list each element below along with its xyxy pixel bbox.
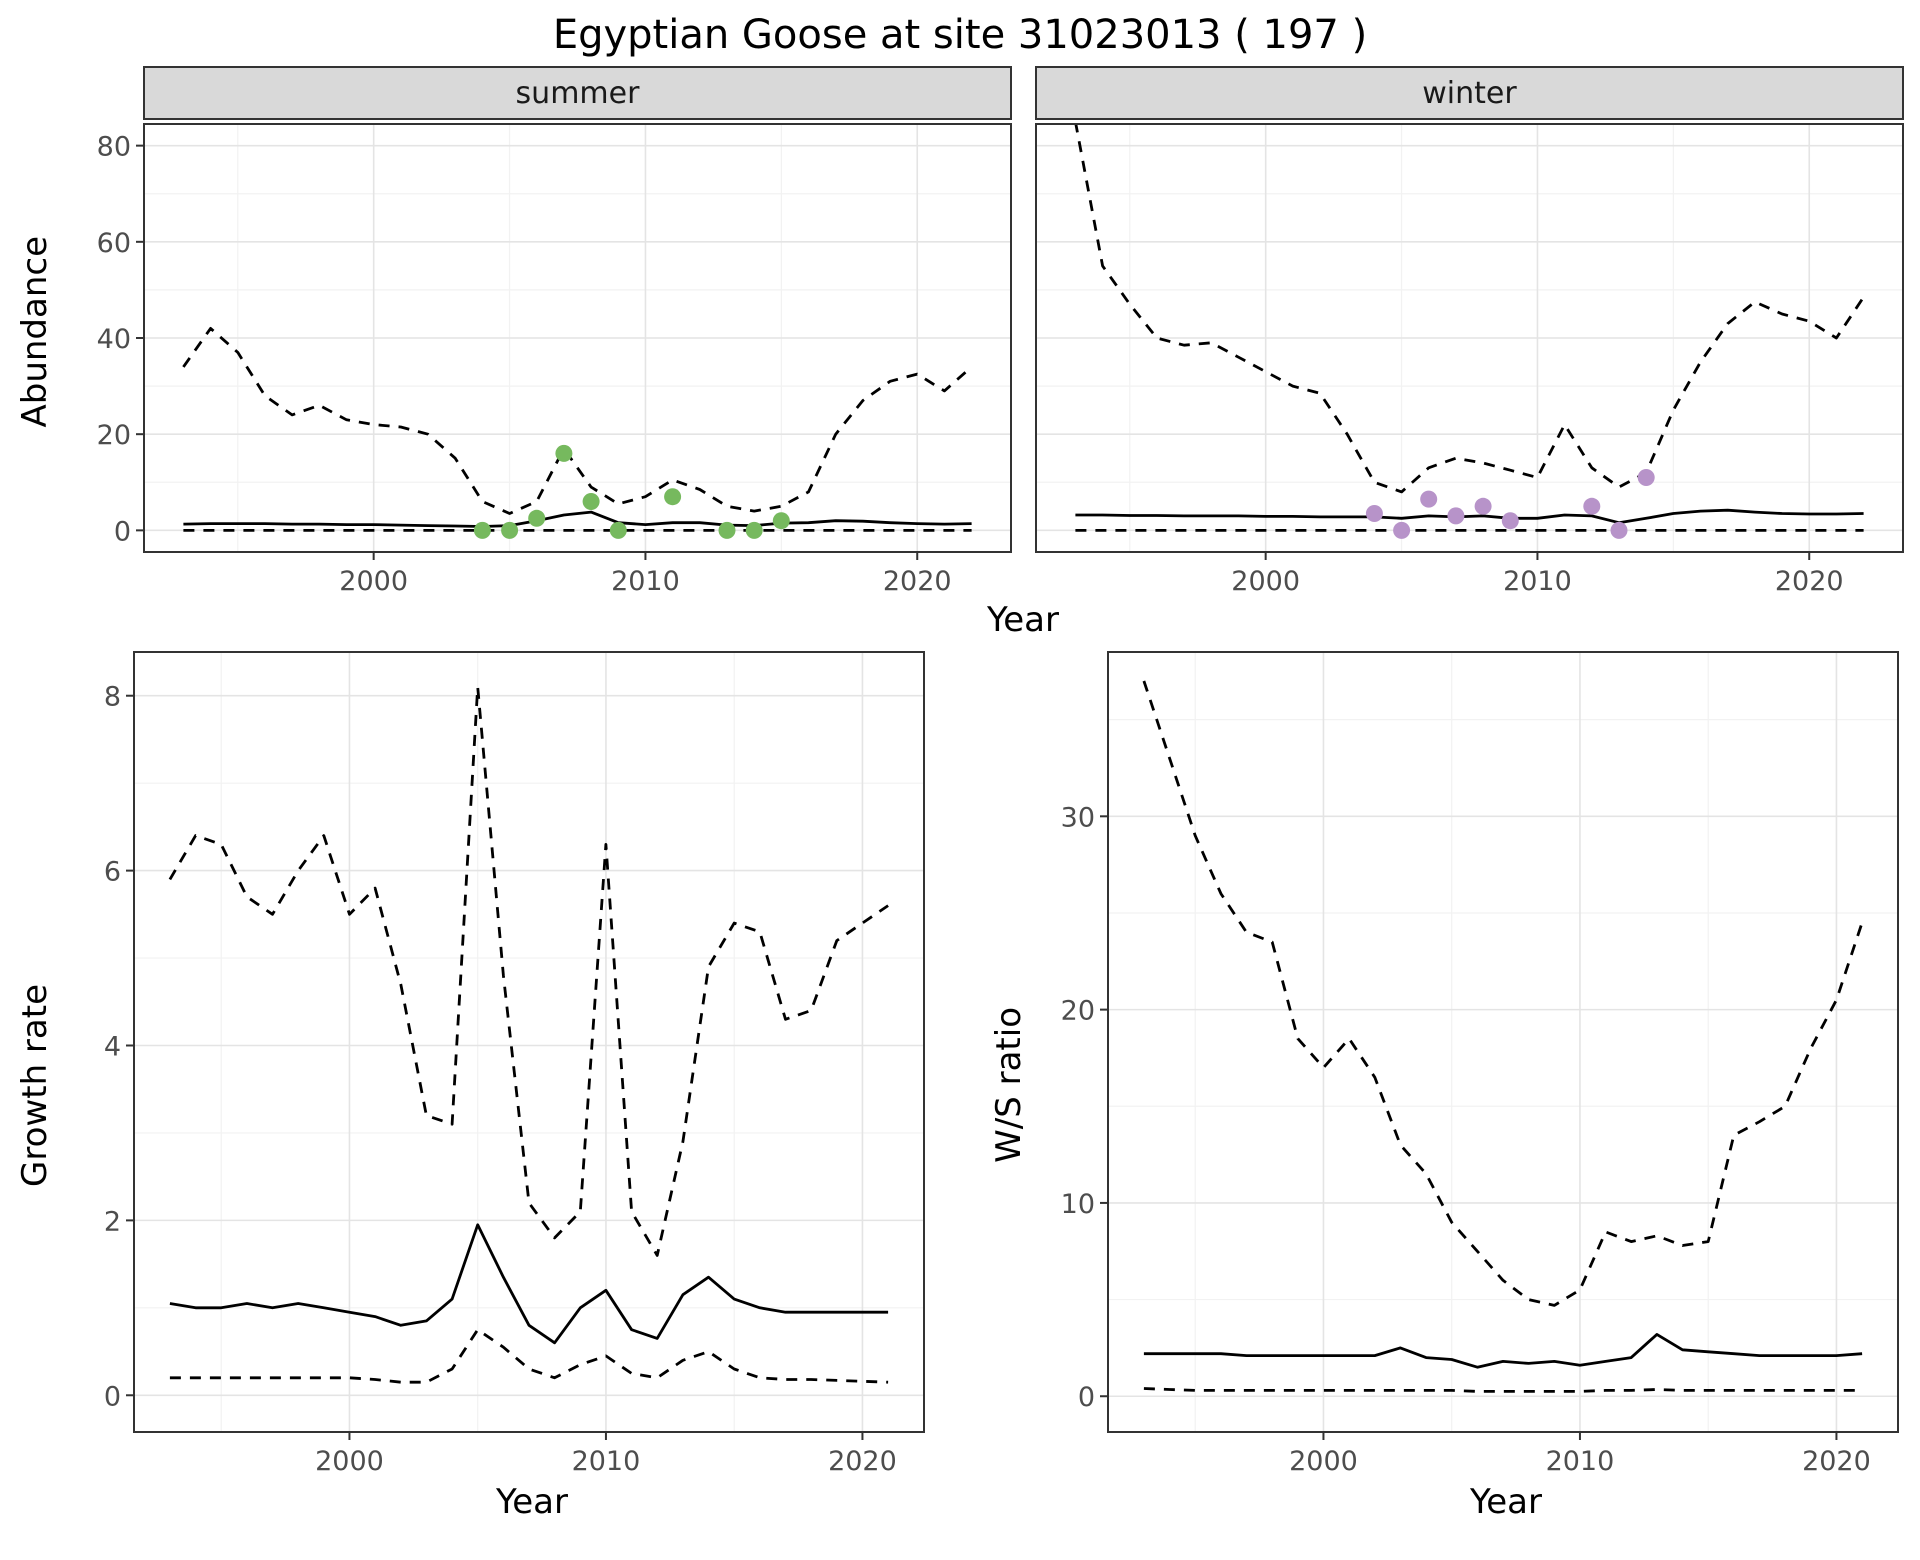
ws-ratio-median-line	[1143, 1333, 1863, 1369]
chart-abundance-summer: 2000 2010 2020 0 20 40 60 80	[97, 123, 1012, 597]
abundance-summer-observation-point	[609, 521, 627, 539]
ws-ratio-panel-column: 2000 2010 2020 0 10 20 30 Year	[1038, 648, 1904, 1522]
abundance-summer-observation-point	[473, 521, 491, 539]
panel-border	[133, 651, 925, 1433]
abundance-y-axis-title-area: Abundance	[6, 66, 64, 598]
y-tick-label: 0	[104, 1381, 121, 1412]
x-tick-label: 2010	[572, 1446, 641, 1477]
abundance-winter-observation-point	[1583, 497, 1601, 515]
abundance-summer-upper_ci-line	[182, 327, 973, 515]
abundance-row: Abundance summer 2000 2010 2020 0 20 40 60 80 w…	[6, 66, 1914, 598]
panel-border	[1035, 123, 1904, 553]
series-group	[1074, 124, 1865, 539]
x-tick-label: 2000	[339, 566, 408, 597]
x-tick-label: 2000	[315, 1446, 384, 1477]
abundance-summer-observation-point	[582, 493, 600, 510]
facet-strip-winter-label: winter	[1422, 75, 1517, 111]
abundance-summer-observation-point	[664, 488, 682, 506]
panel-border	[1107, 651, 1899, 1433]
abundance-winter-observation-point	[1420, 490, 1438, 508]
figure-title: Egyptian Goose at site 31023013 ( 197 )	[552, 12, 1368, 58]
x-tick-label: 2020	[828, 1446, 897, 1477]
y-tick-label: 60	[97, 228, 131, 259]
y-tick-label: 6	[104, 857, 121, 888]
growth-rate-panel-column: 2000 2010 2020 0 2 4 6 8 Year	[64, 648, 930, 1522]
series-group	[1142, 680, 1864, 1393]
x-tick-label: 2000	[1231, 566, 1300, 597]
y-tick-label: 0	[1078, 1382, 1095, 1413]
growth-rate-y-axis-title: Growth rate	[15, 983, 55, 1187]
facet-summer: summer 2000 2010 2020 0 20 40 60 80	[64, 66, 1016, 598]
x-tick-label: 2010	[1503, 566, 1572, 597]
y-tick-label: 20	[1061, 996, 1095, 1027]
abundance-summer-observation-point	[528, 509, 546, 527]
growth-rate-lower_ci-line	[169, 1328, 889, 1384]
growth-rate-upper_ci-line	[168, 685, 889, 1257]
x-tick-label: 2020	[1775, 566, 1844, 597]
y-tick-label: 40	[97, 324, 131, 355]
abundance-winter-observation-point	[1365, 505, 1383, 522]
y-tick-label: 2	[104, 1206, 121, 1237]
facet-strip-winter: winter	[1035, 66, 1904, 120]
bottom-row: Growth rate 2000 2010 2020 0 2 4 6 8 Year W/S r…	[6, 648, 1914, 1522]
y-tick-label: 8	[104, 682, 121, 713]
abundance-winter-observation-point	[1610, 521, 1628, 539]
abundance-summer-observation-point	[718, 521, 736, 539]
abundance-y-axis-title: Abundance	[15, 236, 55, 428]
abundance-summer-median-line	[183, 510, 972, 528]
x-tick-label: 2020	[1802, 1446, 1871, 1477]
abundance-summer-observation-point	[745, 521, 763, 539]
y-tick-label: 80	[97, 132, 131, 163]
y-tick-label: 20	[97, 420, 131, 451]
chart-ws-ratio: 2000 2010 2020 0 10 20 30	[1061, 651, 1899, 1477]
facet-strip-summer-label: summer	[515, 75, 640, 111]
facet-winter: winter 2000 2010 2020	[1034, 66, 1909, 598]
abundance-winter-observation-point	[1447, 507, 1465, 525]
chart-growth-rate: 2000 2010 2020 0 2 4 6 8	[104, 651, 925, 1477]
abundance-winter-upper_ci-line	[1074, 124, 1865, 494]
ws-ratio-y-axis-title-area: W/S ratio	[980, 648, 1038, 1522]
abundance-winter-observation-point	[1393, 521, 1411, 539]
panel-background	[1108, 652, 1898, 1432]
x-tick-label: 2010	[1546, 1446, 1615, 1477]
abundance-winter-median-line	[1075, 508, 1864, 525]
growth-rate-x-axis-title: Year	[496, 1482, 568, 1522]
ws-ratio-upper_ci-line	[1142, 680, 1864, 1307]
x-tick-label: 2010	[611, 566, 680, 597]
y-tick-label: 0	[114, 516, 131, 547]
series-group	[182, 327, 973, 539]
abundance-winter-observation-point	[1474, 497, 1492, 515]
ws-ratio-y-axis-title: W/S ratio	[989, 1007, 1029, 1163]
abundance-x-axis-title: Year	[987, 600, 1059, 640]
y-tick-label: 4	[104, 1031, 121, 1062]
x-tick-label: 2000	[1289, 1446, 1358, 1477]
panel-background	[134, 652, 924, 1432]
y-tick-label: 30	[1061, 802, 1095, 833]
abundance-summer-observation-point	[772, 512, 790, 530]
abundance-winter-observation-point	[1637, 469, 1655, 486]
abundance-summer-observation-point	[501, 521, 519, 539]
growth-rate-median-line	[169, 1223, 889, 1345]
growth-rate-figure: Growth rate 2000 2010 2020 0 2 4 6 8 Year	[6, 648, 930, 1522]
y-tick-label: 10	[1061, 1189, 1095, 1220]
ws-ratio-x-axis-title: Year	[1470, 1482, 1542, 1522]
abundance-summer-observation-point	[555, 444, 573, 462]
chart-abundance-winter: 2000 2010 2020	[1035, 123, 1904, 597]
facet-strip-summer: summer	[143, 66, 1012, 120]
abundance-winter-observation-point	[1501, 512, 1519, 530]
x-tick-label: 2020	[883, 566, 952, 597]
ws-ratio-figure: W/S ratio 2000 2010 2020 0 10 20 30 Year	[980, 648, 1904, 1522]
growth-rate-y-axis-title-area: Growth rate	[6, 648, 64, 1522]
series-group	[168, 685, 889, 1384]
